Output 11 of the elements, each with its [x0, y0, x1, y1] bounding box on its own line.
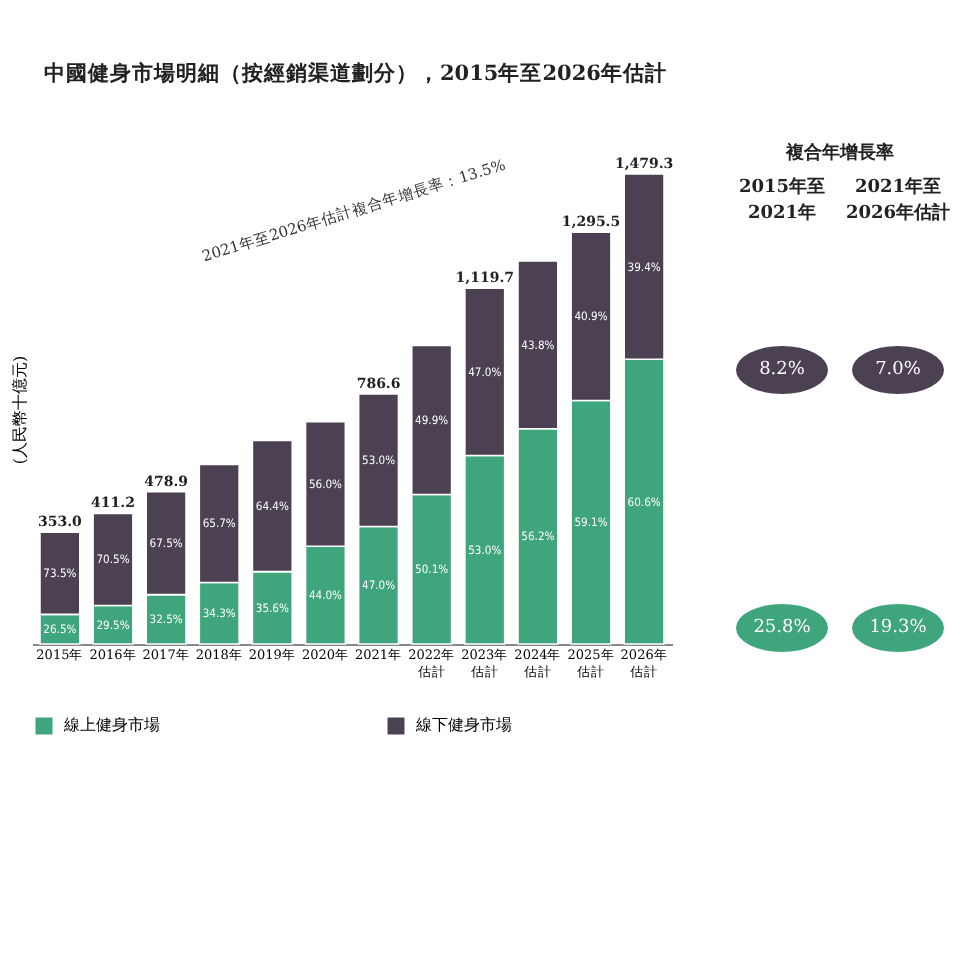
text: 7.0%	[852, 346, 944, 394]
text: 25.8%	[736, 604, 828, 652]
text: 19.3%	[852, 604, 944, 652]
legend-label: 線上健身市場	[62, 716, 160, 734]
text: 複合年增長率	[783, 140, 896, 166]
legend-label: 線下健身市場	[414, 716, 512, 734]
text: 2021年至2026年估計	[843, 175, 953, 226]
chart-title: 中國健身市場明細（按經銷渠道劃分），2015年至2026年估計	[44, 60, 667, 88]
y-axis-title: (人民幣十億元)	[11, 355, 29, 465]
text: 2015年至2021年	[736, 175, 828, 226]
text: 8.2%	[736, 346, 828, 394]
